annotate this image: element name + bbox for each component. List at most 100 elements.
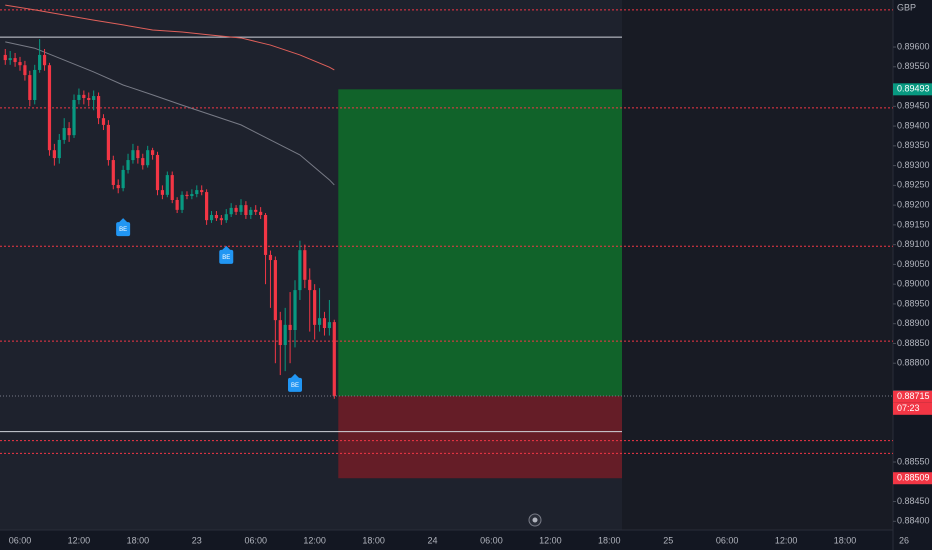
candle-body [219, 218, 223, 221]
y-tick-label: 0.89250 [897, 180, 930, 190]
x-tick-label: 06:00 [716, 535, 739, 545]
candle-body [121, 169, 125, 189]
marker-arrow [118, 218, 129, 224]
marker-label: BE [291, 383, 299, 389]
y-tick-label: 0.89100 [897, 239, 930, 249]
goto-realtime[interactable] [528, 513, 542, 527]
price-badge [893, 472, 932, 485]
marker-box [116, 222, 131, 237]
candle-body [28, 75, 32, 100]
moving-average [5, 4, 335, 71]
candle-body [150, 150, 155, 155]
y-tick-label: 0.89550 [897, 61, 930, 71]
candle-body [313, 290, 317, 325]
candle-body [165, 175, 169, 195]
x-tick-label: 23 [192, 535, 202, 545]
candle-body [205, 192, 209, 221]
price-badge-label: 0.89493 [897, 84, 930, 94]
candle-body [155, 154, 160, 191]
y-tick-label: 0.89300 [897, 160, 930, 170]
candle-body [106, 124, 110, 161]
candle-body [101, 118, 106, 125]
x-tick-label: 06:00 [9, 535, 32, 545]
x-tick-label: 26 [899, 535, 909, 545]
price-badge [893, 83, 932, 96]
candle-body [185, 194, 189, 197]
candle-body [224, 214, 228, 221]
candle-body [96, 96, 101, 119]
candle-body [209, 215, 214, 221]
x-tick-label: 12:00 [539, 535, 562, 545]
candle-body [131, 150, 135, 161]
marker-label: BE [222, 255, 230, 261]
y-tick-label: 0.88450 [897, 496, 930, 506]
x-tick-label: 12:00 [775, 535, 798, 545]
countdown-badge [893, 402, 932, 415]
candle-body [180, 194, 184, 210]
candle-body [298, 250, 302, 291]
candle-body [293, 290, 297, 331]
x-tick-label: 06:00 [480, 535, 503, 545]
price-badge-label: 0.88715 [897, 391, 930, 401]
x-tick-label: 06:00 [244, 535, 267, 545]
candle-body [116, 184, 120, 189]
candle-body [160, 190, 165, 195]
marker-label: BE [119, 227, 127, 233]
y-tick-label: 0.88400 [897, 516, 930, 526]
candle-body [259, 211, 263, 216]
candle-body [72, 99, 76, 136]
y-tick-label: 0.88900 [897, 318, 930, 328]
price-badge [893, 390, 932, 403]
candle-body [67, 128, 71, 136]
candle-body [244, 205, 248, 216]
candle-body [278, 320, 282, 346]
x-tick-label: 25 [663, 535, 673, 545]
x-tick-label: 12:00 [303, 535, 326, 545]
candle-body [170, 175, 174, 200]
candle-body [273, 260, 277, 321]
candle-body [234, 207, 238, 212]
candle-body [239, 205, 243, 212]
candle-body [38, 54, 42, 70]
candle-body [141, 158, 145, 166]
y-tick-label: 0.88800 [897, 358, 930, 368]
candle-body [308, 279, 312, 291]
candle-body [77, 94, 81, 100]
marker-box [219, 249, 234, 264]
profit-zone [338, 89, 622, 397]
candle-body [3, 54, 7, 61]
y-tick-label: 0.89450 [897, 101, 930, 111]
candle-body [327, 322, 331, 329]
candle-body [200, 190, 204, 193]
candle-body [111, 160, 115, 185]
candle-body [288, 324, 292, 331]
be-marker: BE [116, 218, 131, 237]
candle-body [62, 128, 66, 140]
y-tick-label: 0.89350 [897, 140, 930, 150]
candle-body [303, 250, 307, 280]
y-tick-label: 0.89200 [897, 199, 930, 209]
candle-body [254, 209, 258, 212]
y-tick-label: 0.88550 [897, 456, 930, 466]
candle-body [126, 160, 130, 170]
x-tick-label: 18:00 [834, 535, 857, 545]
candle-body [18, 62, 22, 66]
candle-body [263, 215, 268, 255]
y-tick-label: 0.89600 [897, 41, 930, 51]
marker-box [288, 377, 303, 392]
future-area [622, 0, 893, 530]
candle-body [283, 324, 287, 346]
candle-body [322, 318, 327, 329]
candle-body [268, 254, 273, 261]
candle-body [33, 69, 37, 100]
candle-body [8, 58, 12, 61]
countdown: 07:23 [897, 403, 920, 413]
x-tick-label: 12:00 [68, 535, 91, 545]
x-tick-label: 24 [428, 535, 438, 545]
candle-body [190, 194, 194, 197]
marker-arrow [221, 245, 232, 251]
y-tick-label: 0.89050 [897, 259, 930, 269]
y-tick-label: 0.89150 [897, 219, 930, 229]
moving-average [5, 41, 335, 186]
